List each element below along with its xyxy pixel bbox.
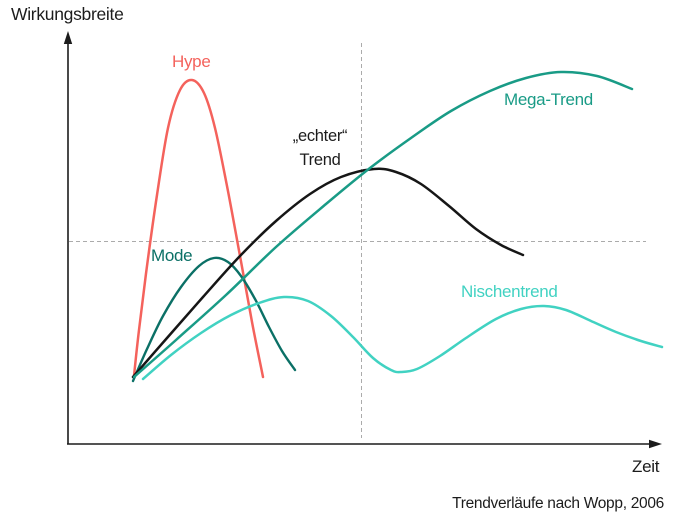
y-axis-label: Wirkungsbreite	[11, 4, 124, 24]
source-caption: Trendverläufe nach Wopp, 2006	[452, 495, 664, 512]
mega-trend-label: Mega-Trend	[504, 90, 593, 109]
hype-label: Hype	[172, 52, 211, 71]
echter-trend-label: „echter“ Trend	[278, 125, 362, 172]
series-curve-mode	[131, 256, 297, 383]
x-axis-label: Zeit	[632, 457, 660, 476]
mode-label: Mode	[151, 246, 193, 265]
echter-trend-label-line1: „echter“	[292, 127, 348, 145]
series-curve-mega-trend	[132, 70, 634, 379]
series-curve-nischentrend	[141, 295, 664, 381]
x-axis-arrowhead	[649, 439, 662, 449]
series-curve-hype	[132, 78, 265, 379]
nischentrend-label: Nischentrend	[461, 282, 558, 301]
series-curve-echter-trend	[131, 167, 525, 379]
y-axis-arrowhead	[63, 31, 73, 44]
echter-trend-label-line2: Trend	[299, 150, 341, 169]
